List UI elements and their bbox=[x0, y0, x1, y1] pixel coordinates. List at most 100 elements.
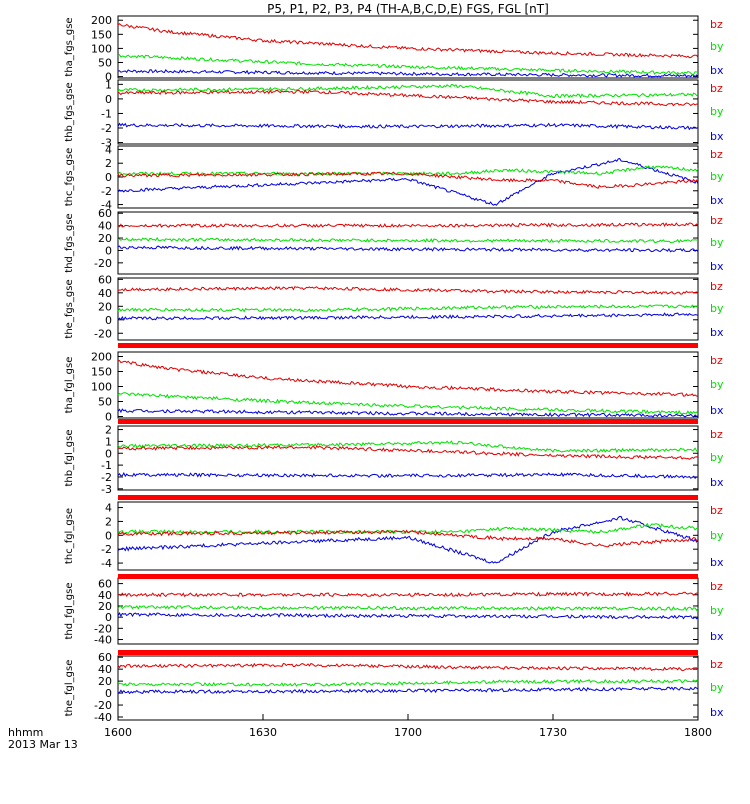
series-line-bz bbox=[117, 591, 699, 598]
y-tick-label: 40 bbox=[98, 287, 112, 300]
y-tick-label: 2 bbox=[105, 424, 112, 437]
legend-by: by bbox=[710, 105, 724, 118]
panel-frame bbox=[117, 79, 699, 145]
series-line-bx bbox=[117, 122, 699, 131]
panel-frame bbox=[117, 577, 699, 645]
y-tick-label: 50 bbox=[98, 57, 112, 70]
y-tick-label: 100 bbox=[91, 381, 112, 394]
legend-bz: bz bbox=[710, 658, 723, 671]
series-line-bz bbox=[117, 89, 699, 107]
y-tick-label: 60 bbox=[98, 651, 112, 664]
y-tick-label: -2 bbox=[101, 471, 112, 484]
series-line-bz bbox=[117, 529, 699, 548]
panel-frame bbox=[117, 145, 699, 209]
legend-bz: bz bbox=[710, 280, 723, 293]
panel-separator-bar bbox=[118, 495, 698, 500]
y-tick-label: 40 bbox=[98, 220, 112, 233]
panel-tha_fgl_gse: 0 50 100 150 200 tha_fgl_gse bz by bx bbox=[64, 351, 724, 424]
y-tick-label: 1 bbox=[105, 435, 112, 448]
legend-bx: bx bbox=[710, 556, 724, 569]
series-line-bz bbox=[117, 286, 699, 295]
legend-bx: bx bbox=[710, 194, 724, 207]
series-line-by bbox=[117, 165, 699, 176]
y-tick-label: -2 bbox=[101, 543, 112, 556]
legend-by: by bbox=[710, 236, 724, 249]
legend-by: by bbox=[710, 40, 724, 53]
panel-separator-bar bbox=[118, 419, 698, 424]
x-tick-label: 1630 bbox=[249, 726, 277, 739]
legend-bz: bz bbox=[710, 18, 723, 31]
legend-bx: bx bbox=[710, 630, 724, 643]
y-tick-label: 0 bbox=[105, 611, 112, 624]
y-tick-label: 200 bbox=[91, 14, 112, 27]
y-tick-label: 0 bbox=[105, 314, 112, 327]
series-line-by bbox=[117, 440, 699, 453]
series-line-by bbox=[117, 304, 699, 313]
series-line-bz bbox=[117, 662, 699, 672]
legend-by: by bbox=[710, 302, 724, 315]
y-tick-label: 60 bbox=[98, 578, 112, 591]
series-line-by bbox=[117, 392, 699, 416]
legend-by: by bbox=[710, 529, 724, 542]
legend-by: by bbox=[710, 681, 724, 694]
y-axis-label: thc_fgs_gse bbox=[64, 148, 75, 207]
legend-bz: bz bbox=[710, 82, 723, 95]
y-tick-label: 40 bbox=[98, 589, 112, 602]
y-tick-label: 0 bbox=[105, 529, 112, 542]
date-label: 2013 Mar 13 bbox=[8, 738, 78, 751]
legend-bz: bz bbox=[710, 354, 723, 367]
y-tick-label: -3 bbox=[101, 137, 112, 150]
y-tick-label: 0 bbox=[105, 411, 112, 424]
y-tick-label: -2 bbox=[101, 122, 112, 135]
panel-frame bbox=[117, 15, 699, 79]
y-tick-label: -1 bbox=[101, 459, 112, 472]
series-line-bz bbox=[117, 23, 699, 59]
legend-bz: bz bbox=[710, 148, 723, 161]
y-axis-label: tha_fgl_gse bbox=[64, 357, 75, 414]
legend-bz: bz bbox=[710, 214, 723, 227]
y-tick-label: 150 bbox=[91, 366, 112, 379]
panel-frame bbox=[117, 425, 699, 491]
figure-title: P5, P1, P2, P3, P4 (TH-A,B,C,D,E) FGS, F… bbox=[267, 2, 549, 16]
panel-frame bbox=[117, 501, 699, 571]
legend-bz: bz bbox=[710, 504, 723, 517]
series-line-bx bbox=[117, 312, 699, 321]
y-tick-label: 20 bbox=[98, 232, 112, 245]
x-tick-label: 1700 bbox=[394, 726, 422, 739]
legend-bx: bx bbox=[710, 404, 724, 417]
y-tick-label: 20 bbox=[98, 600, 112, 613]
legend-by: by bbox=[710, 378, 724, 391]
panel-separator-bar bbox=[118, 650, 698, 655]
panel-separator-bar bbox=[118, 574, 698, 579]
y-axis-label: thc_fgl_gse bbox=[64, 508, 75, 564]
y-tick-label: -40 bbox=[94, 711, 112, 724]
y-tick-label: 0 bbox=[105, 447, 112, 460]
legend-bx: bx bbox=[710, 130, 724, 143]
y-axis-label: the_fgs_gse bbox=[64, 279, 75, 338]
series-line-bx bbox=[117, 612, 699, 620]
series-line-by bbox=[117, 605, 699, 612]
y-tick-label: 1 bbox=[105, 78, 112, 91]
y-tick-label: 50 bbox=[98, 396, 112, 409]
y-tick-label: 60 bbox=[98, 273, 112, 286]
legend-bx: bx bbox=[710, 64, 724, 77]
y-tick-label: 2 bbox=[105, 515, 112, 528]
legend-by: by bbox=[710, 604, 724, 617]
panel-thb_fgs_gse: -3 -2 -10 1 thb_fgs_gse bz by bx bbox=[64, 78, 724, 149]
series-line-bx bbox=[117, 69, 699, 78]
y-axis-label: thb_fgs_gse bbox=[64, 82, 75, 141]
y-tick-label: 0 bbox=[105, 244, 112, 257]
y-tick-label: -20 bbox=[94, 699, 112, 712]
y-tick-label: 4 bbox=[105, 143, 112, 156]
x-tick-label: 1800 bbox=[684, 726, 712, 739]
legend-bx: bx bbox=[710, 260, 724, 273]
y-tick-label: 20 bbox=[98, 300, 112, 313]
legend-by: by bbox=[710, 170, 724, 183]
